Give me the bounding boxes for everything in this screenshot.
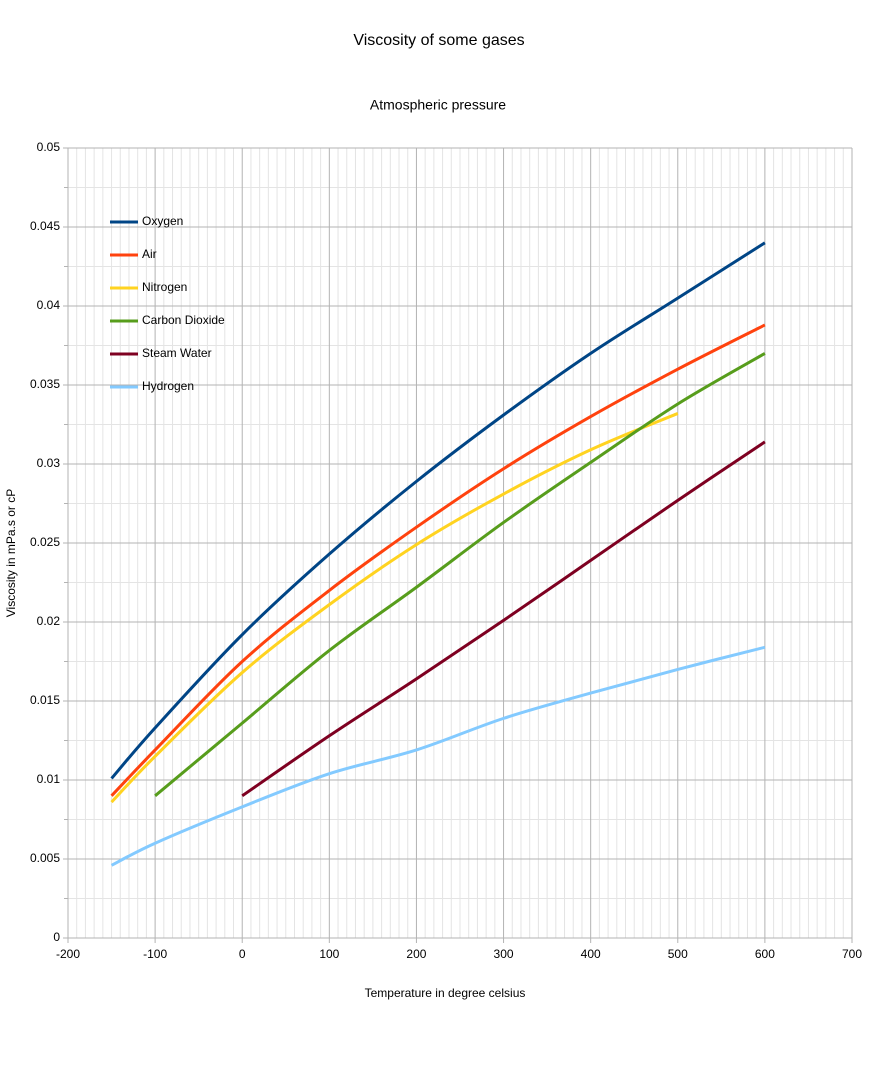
y-tick-label: 0	[53, 930, 60, 944]
chart-title: Viscosity of some gases	[353, 32, 524, 49]
series-line	[154, 352, 766, 797]
x-tick-label: 700	[842, 947, 862, 961]
y-tick-label: 0.03	[37, 456, 61, 470]
legend-label: Oxygen	[142, 214, 183, 228]
chart-subtitle: Atmospheric pressure	[370, 97, 506, 113]
x-tick-label: 400	[581, 947, 601, 961]
legend-label: Hydrogen	[142, 379, 194, 393]
x-tick-label: 300	[494, 947, 514, 961]
legend-label: Air	[142, 247, 157, 261]
x-tick-label: -200	[56, 947, 80, 961]
y-tick-label: 0.04	[37, 298, 61, 312]
series-line	[110, 645, 766, 867]
legend-label: Nitrogen	[142, 280, 187, 294]
x-tick-label: 100	[319, 947, 339, 961]
x-tick-label: -100	[143, 947, 167, 961]
series-line	[110, 412, 679, 804]
series-line	[241, 440, 766, 798]
legend-label: Carbon Dioxide	[142, 313, 225, 327]
x-tick-label: 200	[406, 947, 426, 961]
y-tick-label: 0.015	[30, 693, 60, 707]
series-line	[110, 241, 766, 780]
y-tick-label: 0.01	[37, 772, 61, 786]
legend-label: Steam Water	[142, 346, 212, 360]
series-line	[110, 323, 766, 797]
y-tick-label: 0.02	[37, 614, 61, 628]
x-tick-label: 600	[755, 947, 775, 961]
y-tick-label: 0.025	[30, 535, 60, 549]
y-tick-label: 0.005	[30, 851, 60, 865]
y-axis-label: Viscosity in mPa.s or cP	[4, 489, 18, 617]
y-tick-label: 0.045	[30, 219, 60, 233]
x-axis-label: Temperature in degree celsius	[365, 986, 526, 1000]
x-tick-label: 500	[668, 947, 688, 961]
y-tick-label: 0.05	[37, 140, 61, 154]
y-tick-label: 0.035	[30, 377, 60, 391]
x-tick-label: 0	[239, 947, 246, 961]
